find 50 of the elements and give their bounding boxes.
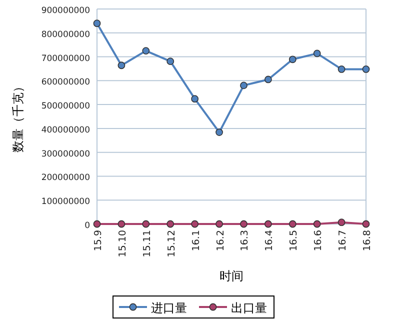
point	[216, 220, 223, 228]
x-tick-label: 16.6	[313, 230, 324, 252]
x-tick-label: 16.1	[190, 230, 202, 252]
legend-label: 出口量	[231, 301, 267, 315]
point	[142, 47, 150, 55]
legend-label: 进口量	[151, 301, 187, 315]
point	[313, 50, 321, 58]
x-tick-label: 16.3	[240, 230, 251, 252]
y-tick-label: 400000000	[41, 125, 90, 136]
y-tick-label: 900000000	[41, 6, 90, 16]
point	[264, 76, 272, 84]
x-axis-title: 时间	[220, 269, 244, 283]
x-tick-label: 16.4	[264, 230, 276, 252]
point	[240, 220, 248, 228]
point	[288, 220, 296, 228]
y-tick-label: 0	[84, 221, 90, 231]
y-tick-label: 600000000	[41, 78, 90, 88]
point	[240, 82, 248, 90]
x-tick-label: 15.10	[117, 230, 128, 258]
point	[166, 220, 174, 228]
x-tick-label: 16.7	[338, 230, 349, 252]
y-tick-label: 700000000	[41, 54, 90, 64]
x-tick-label: 15.11	[142, 230, 153, 258]
point	[362, 66, 370, 73]
point	[166, 58, 174, 66]
point	[118, 220, 126, 228]
x-tick-label: 16.5	[288, 230, 300, 252]
point	[288, 56, 296, 64]
point	[93, 220, 101, 228]
point	[313, 220, 321, 228]
point	[338, 218, 346, 226]
y-tick-label: 200000000	[41, 173, 90, 184]
x-tick-label: 16.2	[215, 230, 226, 252]
point	[191, 220, 199, 228]
point	[362, 220, 370, 228]
y-axis-title: 数量（千克）	[11, 80, 25, 152]
y-tick-label: 500000000	[41, 102, 90, 112]
point	[216, 128, 223, 136]
point	[142, 220, 150, 228]
x-tick-label: 16.8	[362, 230, 373, 252]
x-tick-label: 15.9	[93, 230, 104, 252]
point	[118, 62, 126, 70]
y-tick-label: 800000000	[41, 30, 90, 40]
point	[191, 95, 199, 103]
point	[338, 66, 346, 73]
y-tick-label: 100000000	[41, 197, 90, 208]
x-tick-label: 15.12	[166, 230, 178, 258]
point	[264, 220, 272, 228]
point	[93, 20, 101, 28]
y-tick-label: 300000000	[41, 149, 90, 160]
